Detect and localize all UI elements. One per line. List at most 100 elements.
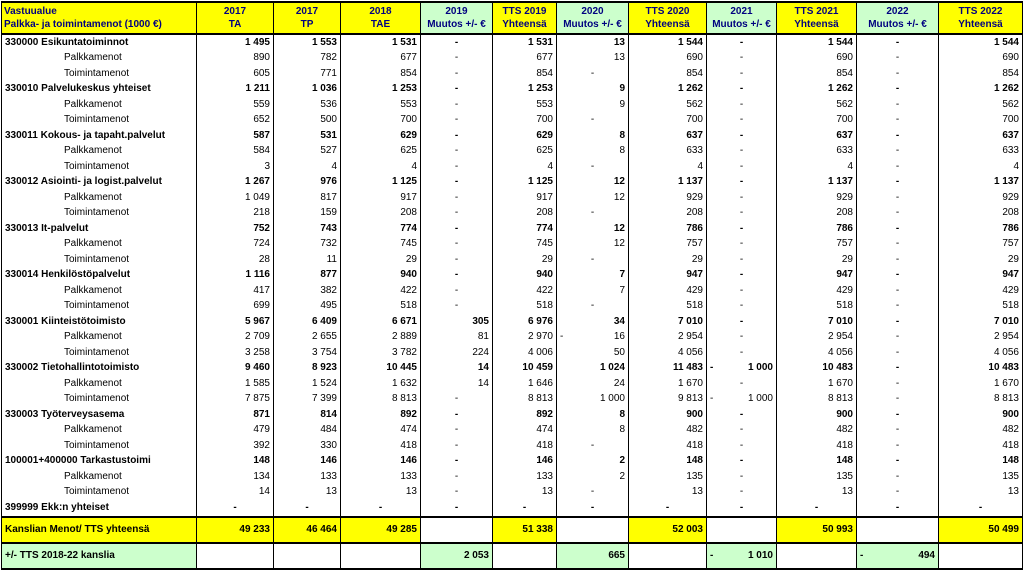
value-cell: 135 bbox=[938, 469, 1023, 485]
detail-row: Palkkamenot 134 133 133-133 2 135-135-135 bbox=[1, 469, 1023, 485]
value-cell: - bbox=[856, 97, 939, 113]
detail-row: Toimintamenot 218 159 208-208-208-208-208 bbox=[1, 205, 1023, 221]
value-cell: 929 bbox=[938, 190, 1023, 206]
value-cell: 871 bbox=[196, 407, 274, 423]
difference-label: +/- TTS 2018-22 kanslia bbox=[1, 541, 197, 570]
value-cell: 900 bbox=[776, 407, 857, 423]
value-cell: - bbox=[706, 112, 777, 128]
value-cell: 786 bbox=[776, 221, 857, 237]
value-cell: - bbox=[420, 81, 493, 97]
value-cell: 700 bbox=[628, 112, 707, 128]
detail-row: Palkkamenot 584 527 625-625 8 633-633-633 bbox=[1, 143, 1023, 159]
value-cell: 724 bbox=[196, 236, 274, 252]
value-cell: - bbox=[856, 438, 939, 454]
value-cell: - bbox=[706, 66, 777, 82]
value-cell: 3 754 bbox=[273, 345, 341, 361]
value-cell: 7 010 bbox=[776, 314, 857, 330]
column-header-type: Muutos +/- € bbox=[563, 19, 622, 30]
value-cell: 8 813 bbox=[938, 391, 1023, 407]
value-cell: 2 bbox=[556, 453, 629, 469]
value-cell: 13 bbox=[273, 484, 341, 500]
value-cell: - bbox=[706, 329, 777, 345]
value-cell: - bbox=[556, 500, 629, 518]
value-cell: - bbox=[706, 34, 777, 51]
value-cell: 13 bbox=[340, 484, 421, 500]
column-header-year: TTS 2020 bbox=[645, 6, 690, 17]
value-cell: 1 000 bbox=[556, 391, 629, 407]
value-cell: 1 544 bbox=[628, 34, 707, 51]
value-cell: 652 bbox=[196, 112, 274, 128]
value-cell: 2 970 bbox=[492, 329, 557, 345]
value-cell: 633 bbox=[938, 143, 1023, 159]
group-row: 399999 Ekk:n yhteiset - - - - - - - - - - - bbox=[1, 500, 1023, 518]
value-cell: 146 bbox=[492, 453, 557, 469]
value-cell: 6 976 bbox=[492, 314, 557, 330]
detail-row: Palkkamenot 1 049 817 917-917 12 929-929-929 bbox=[1, 190, 1023, 206]
value-cell: 14 bbox=[420, 376, 493, 392]
column-header-year: TTS 2019 bbox=[502, 6, 547, 17]
value-cell: 1 036 bbox=[273, 81, 341, 97]
value-cell: 8 bbox=[556, 128, 629, 144]
value-cell: 13 bbox=[776, 484, 857, 500]
value-cell: 482 bbox=[938, 422, 1023, 438]
value-cell: 562 bbox=[776, 97, 857, 113]
value-cell: 917 bbox=[492, 190, 557, 206]
value-cell: - bbox=[706, 500, 777, 518]
total-value bbox=[856, 515, 939, 544]
group-row: 330011 Kokous- ja tapaht.palvelut 587 531 6… bbox=[1, 128, 1023, 144]
value-cell: - bbox=[420, 500, 493, 518]
group-row: 330014 Henkilöstöpalvelut 1 116 877 940-940… bbox=[1, 267, 1023, 283]
value-cell: 208 bbox=[340, 205, 421, 221]
detail-row: Palkkamenot 724 732 745-745 12 757-757-757 bbox=[1, 236, 1023, 252]
value-cell: 1 670 bbox=[776, 376, 857, 392]
value-cell: 786 bbox=[628, 221, 707, 237]
value-cell: 13 bbox=[938, 484, 1023, 500]
value-cell: - bbox=[856, 190, 939, 206]
row-label: 330002 Tietohallintotoimisto bbox=[1, 360, 197, 376]
value-cell: - bbox=[776, 500, 857, 518]
value-cell: - bbox=[706, 143, 777, 159]
value-cell: 1 531 bbox=[492, 34, 557, 51]
group-row: 100001+400000 Tarkastustoimi 148 146 146-14… bbox=[1, 453, 1023, 469]
value-cell: 1 531 bbox=[340, 34, 421, 51]
value-cell: - bbox=[420, 50, 493, 66]
value-cell: 700 bbox=[340, 112, 421, 128]
value-cell: 146 bbox=[273, 453, 341, 469]
row-label: 330000 Esikuntatoiminnot bbox=[1, 34, 197, 51]
value-cell: 629 bbox=[340, 128, 421, 144]
value-cell: - bbox=[856, 329, 939, 345]
value-cell: - bbox=[856, 391, 939, 407]
value-cell: 14 bbox=[196, 484, 274, 500]
value-cell: - bbox=[856, 143, 939, 159]
row-label: Palkkamenot bbox=[1, 190, 197, 206]
header-unit-label: Palkka- ja toimintamenot (1000 €) bbox=[4, 19, 162, 30]
value-cell: - bbox=[706, 345, 777, 361]
value-cell: 7 bbox=[556, 267, 629, 283]
value-cell: 947 bbox=[776, 267, 857, 283]
minus-sign: - bbox=[560, 331, 564, 343]
value-cell: - bbox=[706, 205, 777, 221]
value-cell: 1 495 bbox=[196, 34, 274, 51]
value-cell: 4 056 bbox=[938, 345, 1023, 361]
value-cell: 757 bbox=[776, 236, 857, 252]
value-text: 1 000 bbox=[747, 393, 773, 405]
value-cell: - bbox=[706, 438, 777, 454]
value-cell: 1 262 bbox=[938, 81, 1023, 97]
value-cell: 9 bbox=[556, 81, 629, 97]
value-cell: 527 bbox=[273, 143, 341, 159]
total-value: 49 285 bbox=[340, 515, 421, 544]
value-cell: 690 bbox=[776, 50, 857, 66]
total-value: 46 464 bbox=[273, 515, 341, 544]
value-cell: 732 bbox=[273, 236, 341, 252]
value-cell: - bbox=[856, 453, 939, 469]
value-cell: 482 bbox=[628, 422, 707, 438]
value-cell: 135 bbox=[628, 469, 707, 485]
value-cell: 429 bbox=[938, 283, 1023, 299]
value-cell: - bbox=[856, 298, 939, 314]
value-cell: - bbox=[856, 267, 939, 283]
value-cell: - bbox=[420, 112, 493, 128]
value-cell: - bbox=[856, 159, 939, 175]
row-label: 100001+400000 Tarkastustoimi bbox=[1, 453, 197, 469]
value-cell: - bbox=[706, 267, 777, 283]
value-cell: - bbox=[420, 391, 493, 407]
